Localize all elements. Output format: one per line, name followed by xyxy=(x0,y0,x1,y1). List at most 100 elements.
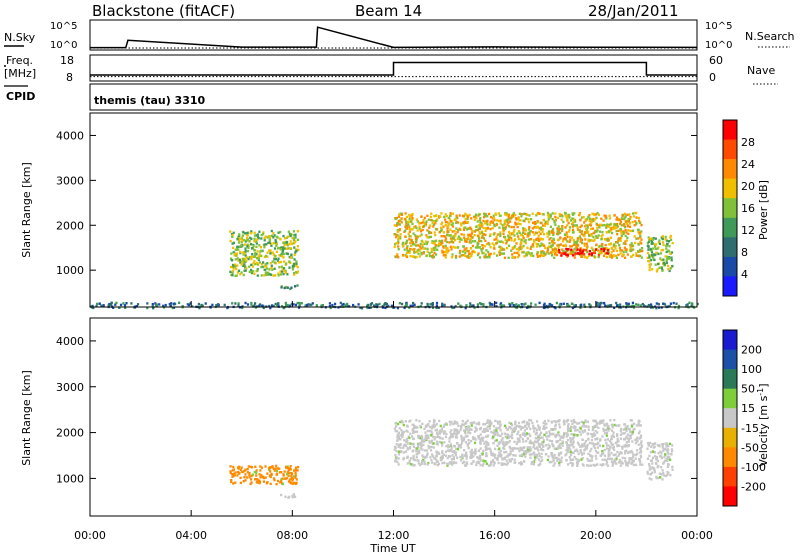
data-cell-1 xyxy=(544,423,547,426)
nsearch-tick-bottom: 10^0 xyxy=(705,40,732,51)
data-cell-1 xyxy=(425,220,428,223)
data-cell-0 xyxy=(242,480,245,483)
data-cell-0 xyxy=(263,265,266,268)
data-cell-1 xyxy=(492,233,495,236)
data-cell-1 xyxy=(527,232,530,235)
data-cell-1 xyxy=(458,240,461,244)
data-cell-1 xyxy=(493,238,496,241)
data-cell-1 xyxy=(411,222,414,226)
data-cell-1 xyxy=(488,223,492,226)
data-cell-1 xyxy=(513,251,516,255)
data-cell-1 xyxy=(619,227,622,231)
data-cell-1 xyxy=(435,422,438,426)
data-cell-1 xyxy=(578,422,581,425)
data-cell-1 xyxy=(616,216,619,219)
data-cell-1 xyxy=(622,223,626,226)
data-cell-0 xyxy=(281,255,284,258)
data-cell-0 xyxy=(242,251,245,254)
data-cell-0 xyxy=(293,273,296,276)
data-cell-1 xyxy=(502,224,506,227)
data-cell-1 xyxy=(398,443,401,446)
data-cell-1 xyxy=(435,440,439,443)
data-cell-0 xyxy=(234,471,237,474)
data-cell-1 xyxy=(504,226,508,229)
data-cell-0 xyxy=(273,267,276,270)
data-cell-1 xyxy=(508,225,511,228)
data-cell-5 xyxy=(643,305,646,308)
data-cell-1 xyxy=(633,224,636,227)
nsearch-label: N.Search xyxy=(745,30,795,43)
data-cell-1 xyxy=(457,443,460,447)
data-cell-0 xyxy=(289,465,292,468)
data-cell-1 xyxy=(597,426,600,429)
data-cell-1 xyxy=(452,245,455,249)
data-cell-2 xyxy=(647,441,650,445)
data-cell-1 xyxy=(592,213,595,216)
data-cell-1 xyxy=(414,234,417,237)
data-cell-1 xyxy=(598,250,601,254)
data-cell-1 xyxy=(566,240,569,243)
data-cell-1 xyxy=(479,438,482,441)
data-cell-0 xyxy=(278,467,281,470)
data-cell-1 xyxy=(479,222,482,225)
data-cell-1 xyxy=(501,252,504,255)
data-cell-1 xyxy=(555,420,558,424)
data-cell-1 xyxy=(557,432,560,436)
data-cell-0 xyxy=(236,271,239,274)
data-cell-0 xyxy=(229,471,232,475)
data-cell-1 xyxy=(486,226,490,230)
data-cell-1 xyxy=(416,430,419,433)
data-cell-1 xyxy=(448,461,451,464)
data-cell-1 xyxy=(574,429,577,432)
data-cell-1 xyxy=(579,218,582,222)
data-cell-1 xyxy=(464,251,467,255)
data-cell-0 xyxy=(250,237,253,241)
data-cell-1 xyxy=(598,244,601,248)
data-cell-4 xyxy=(296,284,299,287)
velocity-tick-4: -15 xyxy=(741,422,759,435)
data-cell-1 xyxy=(446,247,449,250)
data-cell-1 xyxy=(451,222,454,225)
data-cell-1 xyxy=(499,214,502,217)
data-cell-5 xyxy=(562,302,565,305)
data-cell-1 xyxy=(451,212,454,215)
data-cell-1 xyxy=(504,211,507,215)
data-cell-5 xyxy=(272,304,275,308)
data-cell-1 xyxy=(413,464,416,467)
frequency-panel-frame xyxy=(89,54,698,82)
data-cell-5 xyxy=(488,301,491,305)
data-cell-1 xyxy=(423,247,426,250)
data-cell-5 xyxy=(509,304,512,307)
data-cell-3 xyxy=(648,256,651,259)
data-cell-1 xyxy=(533,454,536,457)
data-cell-5 xyxy=(473,306,476,309)
data-cell-1 xyxy=(511,214,514,217)
data-cell-2 xyxy=(670,448,673,451)
data-cell-1 xyxy=(584,231,587,234)
data-cell-1 xyxy=(551,239,554,243)
data-cell-1 xyxy=(606,239,609,242)
data-cell-5 xyxy=(284,301,287,305)
data-cell-1 xyxy=(398,228,402,231)
data-cell-1 xyxy=(521,235,525,238)
data-cell-3 xyxy=(651,268,654,271)
data-cell-1 xyxy=(435,450,438,453)
data-cell-2 xyxy=(666,465,669,468)
data-cell-1 xyxy=(626,461,629,465)
data-cell-1 xyxy=(540,221,543,225)
data-cell-0 xyxy=(289,468,292,471)
data-cell-1 xyxy=(540,447,543,451)
data-cell-1 xyxy=(601,450,604,453)
data-cell-0 xyxy=(275,483,278,486)
data-cell-1 xyxy=(628,225,632,228)
data-cell-3 xyxy=(658,239,661,242)
data-cell-1 xyxy=(531,243,535,246)
data-cell-1 xyxy=(560,218,563,221)
data-cell-1 xyxy=(432,220,435,223)
data-cell-1 xyxy=(532,442,535,445)
data-cell-1 xyxy=(486,256,489,259)
data-cell-3 xyxy=(650,237,653,240)
data-cell-1 xyxy=(522,446,525,449)
data-cell-1 xyxy=(626,433,629,436)
data-cell-1 xyxy=(602,427,605,431)
